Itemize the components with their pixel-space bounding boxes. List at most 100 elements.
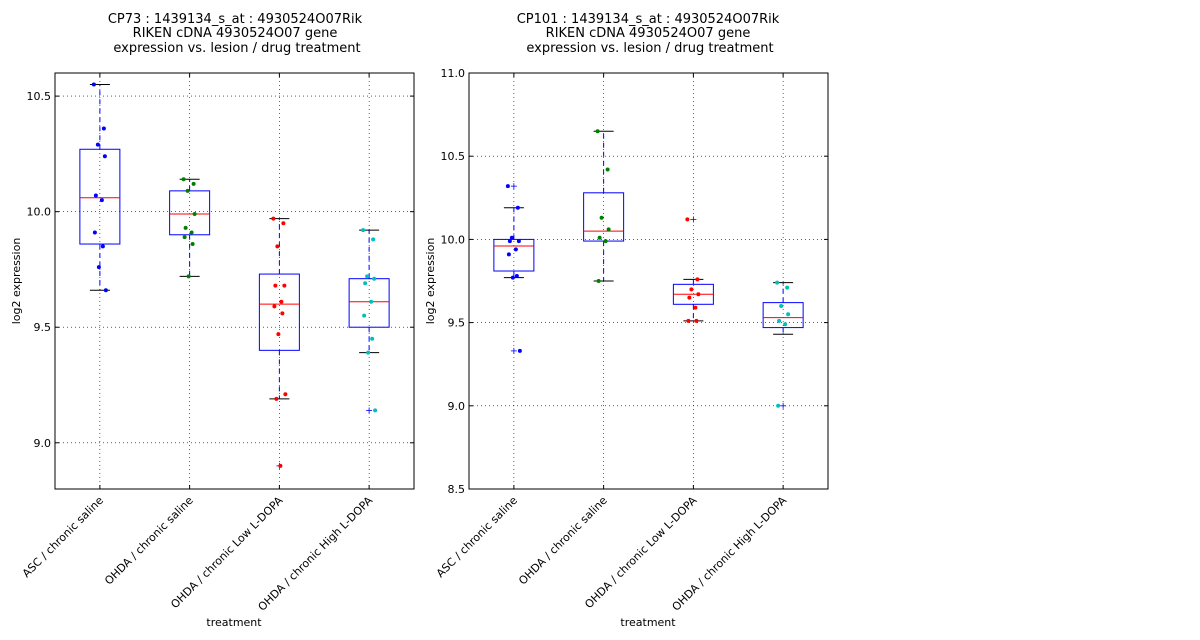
data-point bbox=[276, 332, 281, 337]
data-point bbox=[280, 311, 285, 316]
data-point bbox=[596, 279, 601, 283]
box-iqr bbox=[493, 238, 535, 272]
data-point bbox=[363, 281, 368, 286]
data-point bbox=[686, 318, 691, 323]
data-point bbox=[99, 198, 104, 203]
y-tick-label: 9.5 bbox=[34, 321, 52, 334]
data-point bbox=[507, 239, 512, 244]
data-point bbox=[785, 285, 790, 290]
data-point bbox=[369, 299, 374, 304]
data-point bbox=[776, 403, 781, 408]
data-point bbox=[370, 336, 375, 341]
axes-frame bbox=[468, 72, 829, 490]
data-point bbox=[603, 239, 608, 244]
data-point bbox=[605, 167, 610, 172]
data-point bbox=[271, 216, 276, 221]
x-tick-label: OHDA / chronic saline bbox=[516, 494, 610, 588]
data-point bbox=[514, 274, 519, 279]
data-point bbox=[775, 280, 780, 285]
data-point bbox=[509, 235, 514, 240]
data-point bbox=[95, 142, 100, 147]
y-tick-label: 10.5 bbox=[441, 150, 466, 163]
x-tick-label: OHDA / chronic saline bbox=[102, 494, 196, 588]
data-point bbox=[191, 181, 196, 186]
chart-panel-cp73: CP73 : 1439134_s_at : 4930524O07Rik RIKE… bbox=[10, 12, 415, 629]
x-axis-label: treatment bbox=[206, 616, 262, 629]
data-point bbox=[279, 299, 284, 304]
data-point bbox=[361, 228, 366, 233]
data-point bbox=[371, 237, 376, 242]
chart-title-line-3: expression vs. lesion / drug treatment bbox=[113, 41, 360, 56]
data-point bbox=[100, 244, 105, 249]
data-point bbox=[693, 305, 698, 310]
axes-frame bbox=[54, 72, 415, 490]
data-point bbox=[689, 287, 694, 292]
data-point bbox=[189, 230, 194, 235]
data-point bbox=[283, 392, 288, 397]
data-point bbox=[181, 177, 186, 182]
y-tick-label: 10.0 bbox=[441, 233, 466, 246]
box-iqr bbox=[79, 148, 121, 245]
data-point bbox=[102, 154, 107, 159]
data-point bbox=[515, 205, 520, 210]
data-point bbox=[93, 193, 98, 198]
data-point bbox=[96, 265, 101, 270]
chart-title-line-1: CP101 : 1439134_s_at : 4930524O07Rik bbox=[517, 12, 780, 27]
y-tick-label: 9.5 bbox=[448, 317, 466, 330]
data-point bbox=[183, 225, 188, 230]
data-point bbox=[505, 184, 510, 189]
data-point bbox=[694, 318, 699, 323]
chart-title-line-3: expression vs. lesion / drug treatment bbox=[526, 41, 773, 56]
data-point bbox=[599, 215, 604, 220]
data-point bbox=[186, 274, 191, 279]
data-point bbox=[516, 239, 521, 244]
data-point bbox=[275, 244, 280, 249]
chart-title-line-1: CP73 : 1439134_s_at : 4930524O07Rik bbox=[108, 12, 363, 27]
data-point bbox=[182, 235, 187, 240]
data-point bbox=[190, 242, 195, 247]
data-point bbox=[192, 211, 197, 216]
data-point bbox=[517, 348, 522, 353]
x-axis-label: treatment bbox=[620, 616, 676, 629]
data-point bbox=[510, 275, 515, 280]
data-point bbox=[513, 247, 518, 252]
data-point bbox=[365, 274, 370, 279]
y-tick-label: 10.0 bbox=[27, 206, 52, 219]
plot-area: 8.5 9.0 9.5 10.0 10.5 11.0 ASC / chronic salin… bbox=[434, 67, 829, 614]
data-point bbox=[101, 126, 106, 131]
data-point bbox=[685, 217, 690, 222]
data-point bbox=[506, 252, 511, 257]
data-point bbox=[595, 129, 600, 134]
data-point bbox=[373, 408, 378, 413]
y-tick-label: 10.5 bbox=[27, 90, 52, 103]
data-point bbox=[372, 276, 377, 281]
data-point bbox=[779, 303, 784, 308]
data-point bbox=[362, 313, 367, 318]
x-tick-label: ASC / chronic saline bbox=[434, 494, 520, 580]
data-point bbox=[783, 322, 788, 327]
data-point bbox=[278, 463, 283, 468]
data-point bbox=[366, 350, 371, 355]
data-point bbox=[606, 227, 611, 232]
data-point bbox=[103, 288, 108, 293]
data-point bbox=[272, 304, 277, 309]
y-axis-label: log2 expression bbox=[424, 238, 437, 325]
y-axis-label: log2 expression bbox=[10, 238, 23, 325]
data-point bbox=[273, 283, 278, 288]
data-point bbox=[282, 283, 287, 288]
data-point bbox=[91, 82, 96, 87]
y-tick-label: 11.0 bbox=[441, 67, 466, 80]
data-point bbox=[786, 312, 791, 317]
box-iqr bbox=[348, 278, 390, 328]
data-point bbox=[687, 295, 692, 300]
y-tick-label: 9.0 bbox=[34, 437, 52, 450]
data-point bbox=[185, 188, 190, 193]
box-iqr bbox=[258, 273, 300, 351]
data-point bbox=[777, 318, 782, 323]
data-point bbox=[281, 221, 286, 226]
chart-panel-cp101: CP101 : 1439134_s_at : 4930524O07Rik RIK… bbox=[424, 12, 829, 629]
y-tick-label: 8.5 bbox=[448, 483, 466, 496]
data-point bbox=[695, 277, 700, 282]
